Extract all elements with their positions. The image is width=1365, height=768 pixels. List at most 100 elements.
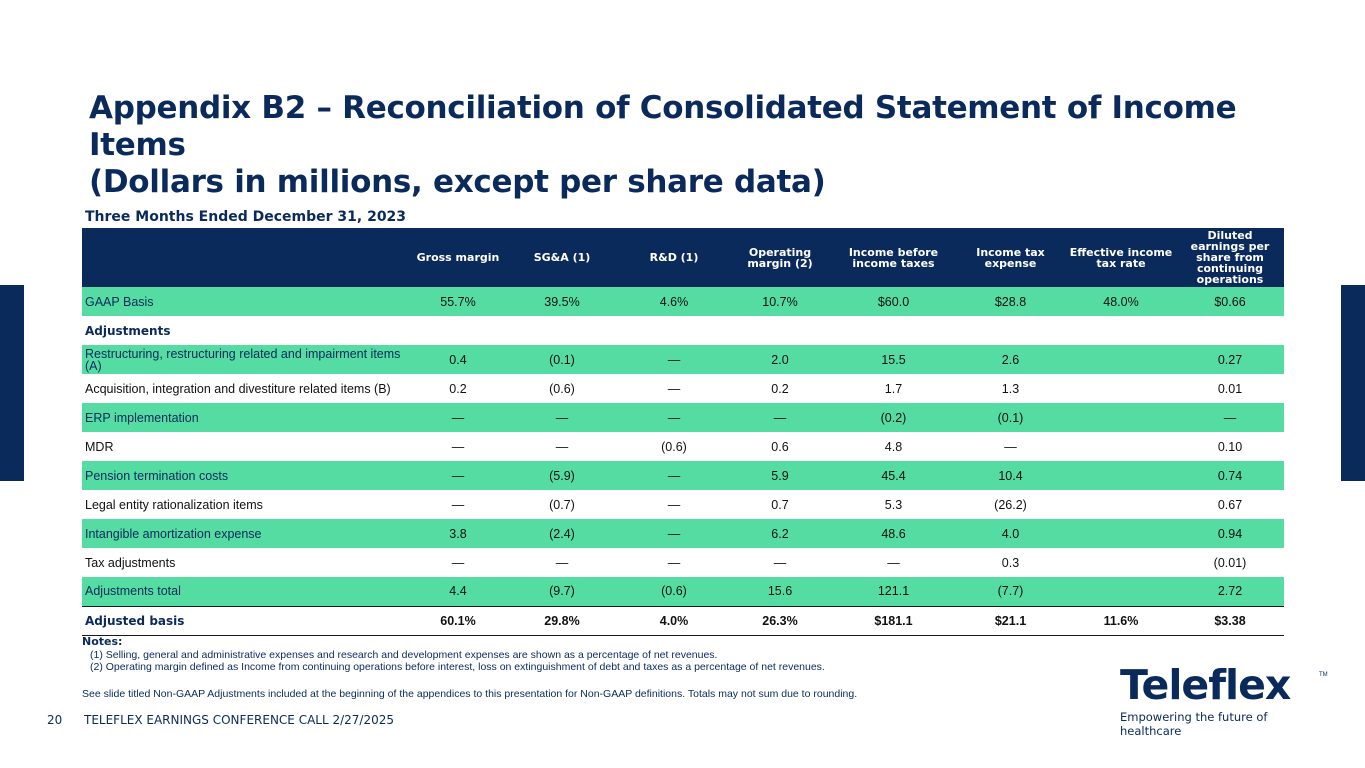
note-2: (2) Operating margin defined as Income f… bbox=[90, 661, 825, 673]
table-cell bbox=[1066, 577, 1176, 607]
left-accent-bar bbox=[0, 285, 24, 481]
table-cell bbox=[1066, 461, 1176, 490]
table-cell: 48.6 bbox=[832, 519, 955, 548]
table-cell: 4.6% bbox=[620, 287, 728, 316]
row-label: Intangible amortization expense bbox=[82, 519, 412, 548]
non-gaap-footnote: See slide titled Non-GAAP Adjustments in… bbox=[82, 688, 858, 700]
header-cell: Gross margin bbox=[412, 228, 504, 287]
page-number: 20 bbox=[47, 713, 63, 727]
table-cell: — bbox=[412, 403, 504, 432]
table-cell bbox=[1066, 519, 1176, 548]
table-cell bbox=[504, 316, 620, 345]
reconciliation-table: Gross margin SG&A (1) R&D (1) Operating mar… bbox=[82, 228, 1284, 636]
header-cell: SG&A (1) bbox=[504, 228, 620, 287]
table-cell: — bbox=[667, 381, 681, 396]
table-cell: 60.1% bbox=[412, 606, 504, 636]
table-cell: $0.66 bbox=[1176, 287, 1284, 316]
table-cell: 0.2 bbox=[449, 381, 467, 396]
table-cell: 0.4 bbox=[412, 345, 504, 374]
table-cell: (0.6) bbox=[549, 381, 575, 396]
table-cell: (0.6) bbox=[620, 577, 728, 607]
row-label: Adjustments total bbox=[82, 577, 412, 607]
table-cell: — bbox=[555, 439, 569, 454]
table-cell: (26.2) bbox=[994, 497, 1027, 512]
table-cell: — bbox=[504, 403, 620, 432]
table-cell bbox=[1066, 490, 1176, 519]
table-cell: 0.94 bbox=[1176, 519, 1284, 548]
logo-wordmark: Teleflex bbox=[1120, 661, 1291, 709]
header-cell-label bbox=[82, 228, 412, 287]
table-cell: 2.72 bbox=[1176, 577, 1284, 607]
table-cell bbox=[1066, 345, 1176, 374]
table-cell: 0.10 bbox=[1217, 439, 1243, 454]
table-cell: 4.0 bbox=[955, 519, 1066, 548]
table-cell: 3.8 bbox=[412, 519, 504, 548]
table-row: MDR — — (0.6) 0.6 4.8 — 0.10 bbox=[82, 432, 1284, 461]
table-cell: 0.7 bbox=[771, 497, 789, 512]
table-row: Acquisition, integration and divestiture… bbox=[82, 374, 1284, 403]
table-cell: 0.6 bbox=[771, 439, 789, 454]
table-cell: 15.5 bbox=[832, 345, 955, 374]
header-cell: R&D (1) bbox=[620, 228, 728, 287]
table-cell: 0.2 bbox=[771, 381, 789, 396]
table-cell bbox=[1066, 403, 1176, 432]
table-cell bbox=[1176, 316, 1284, 345]
table-cell: 10.7% bbox=[728, 287, 832, 316]
table-cell: $3.38 bbox=[1176, 606, 1284, 636]
table-cell: — bbox=[728, 403, 832, 432]
table-cell: — bbox=[620, 461, 728, 490]
table-cell: (0.1) bbox=[504, 345, 620, 374]
table-cell: 29.8% bbox=[504, 606, 620, 636]
table-cell: 4.4 bbox=[412, 577, 504, 607]
header-cell: Income tax expense bbox=[955, 228, 1066, 287]
table-row: Pension termination costs — (5.9) —5.9 45.4 1… bbox=[82, 461, 1284, 490]
period-heading: Three Months Ended December 31, 2023 bbox=[85, 209, 407, 225]
table-cell: 48.0% bbox=[1066, 287, 1176, 316]
table-cell: $21.1 bbox=[955, 606, 1066, 636]
footer-text: TELEFLEX EARNINGS CONFERENCE CALL 2/27/2… bbox=[84, 713, 394, 727]
table-cell bbox=[1066, 316, 1176, 345]
header-cell: Effective income tax rate bbox=[1066, 228, 1176, 287]
table-cell: — bbox=[1004, 439, 1017, 454]
table-cell: — bbox=[451, 555, 465, 570]
row-label: Adjustments bbox=[85, 323, 171, 338]
table-cell: 0.01 bbox=[1217, 381, 1243, 396]
table-cell: (5.9) bbox=[504, 461, 620, 490]
table-row: ERP implementation — — — — (0.2) (0.1) — bbox=[82, 403, 1284, 432]
table-cell: 11.6% bbox=[1066, 606, 1176, 636]
table-cell: 4.8 bbox=[884, 439, 903, 454]
table-cell: 2.0 bbox=[728, 345, 832, 374]
table-cell: (2.4) bbox=[504, 519, 620, 548]
table-row: Tax adjustments — — — — — 0.3 (0.01) bbox=[82, 548, 1284, 577]
table-cell: (0.6) bbox=[661, 439, 687, 454]
row-label: Legal entity rationalization items bbox=[85, 497, 263, 512]
table-cell: $60.0 bbox=[832, 287, 955, 316]
table-cell: — bbox=[887, 555, 900, 570]
table-row: Adjusted basis 60.1% 29.8% 4.0% 26.3% $181.1 $… bbox=[82, 606, 1284, 636]
table-cell: 26.3% bbox=[728, 606, 832, 636]
table-cell bbox=[728, 316, 832, 345]
table-cell: 0.3 bbox=[1001, 555, 1020, 570]
table-cell: 45.4 bbox=[832, 461, 955, 490]
table-cell: — bbox=[1176, 403, 1284, 432]
table-cell: (7.7) bbox=[955, 577, 1066, 607]
header-cell: Operating margin (2) bbox=[728, 228, 832, 287]
table-row: GAAP Basis 55.7% 39.5% 4.6% 10.7% $60.0 $28.8 4… bbox=[82, 287, 1284, 316]
row-label: Acquisition, integration and divestiture… bbox=[85, 381, 391, 396]
row-label: GAAP Basis bbox=[82, 287, 412, 316]
table-cell: 2.6 bbox=[955, 345, 1066, 374]
table-row: Adjustments bbox=[82, 316, 1284, 345]
table-cell: (0.1) bbox=[955, 403, 1066, 432]
table-row: Legal entity rationalization items — (0.7)… bbox=[82, 490, 1284, 519]
table-cell: — bbox=[451, 439, 465, 454]
table-cell: — bbox=[773, 555, 787, 570]
notes-heading: Notes: bbox=[82, 635, 123, 648]
table-row: Restructuring, restructuring related and… bbox=[82, 345, 1284, 374]
table-cell: 0.27 bbox=[1176, 345, 1284, 374]
table-cell: (0.7) bbox=[549, 497, 575, 512]
table-cell: — bbox=[620, 519, 728, 548]
header-cell: Diluted earnings per share from continui… bbox=[1176, 228, 1284, 287]
row-label: Restructuring, restructuring related and… bbox=[82, 345, 412, 374]
table-cell bbox=[412, 316, 504, 345]
note-1: (1) Selling, general and administrative … bbox=[90, 648, 718, 661]
